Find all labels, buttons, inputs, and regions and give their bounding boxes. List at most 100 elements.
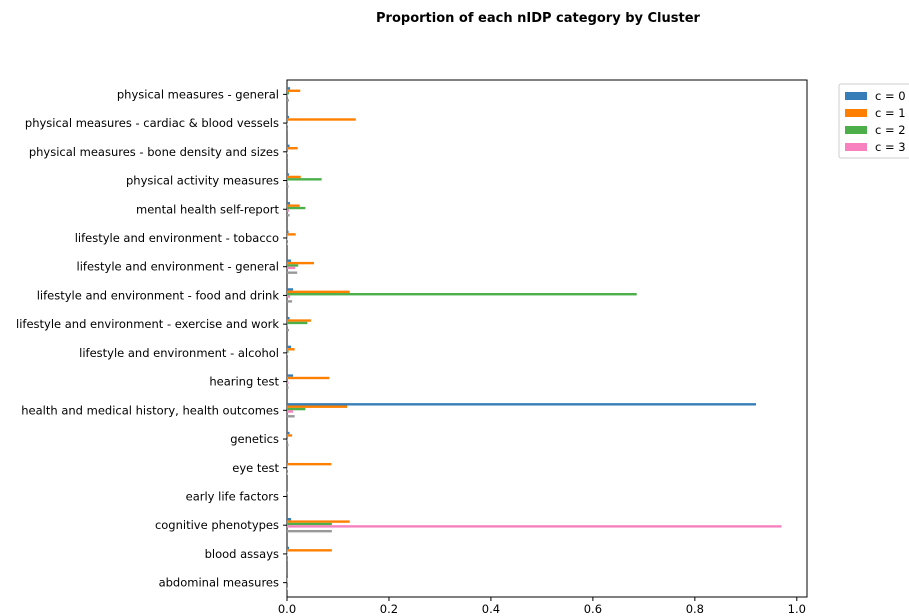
bar-c2-cat-17 bbox=[287, 91, 290, 95]
y-tick-label: blood assays bbox=[205, 547, 279, 561]
bar-c1-cat-10 bbox=[287, 290, 350, 294]
plot-frame bbox=[286, 79, 808, 598]
bar-c2-cat-12 bbox=[287, 235, 288, 238]
chart-title: Proportion of each nIDP category by Clus… bbox=[376, 11, 701, 26]
bar-c1-cat-7 bbox=[287, 376, 330, 380]
bar-c2-cat-6 bbox=[287, 407, 306, 411]
bar-series5-cat-5 bbox=[287, 443, 289, 447]
bar-c1-cat-11 bbox=[287, 261, 315, 265]
bar-c1-cat-15 bbox=[287, 147, 298, 150]
legend-swatch bbox=[845, 126, 867, 134]
bar-c2-cat-4 bbox=[287, 465, 288, 468]
y-tick-label: lifestyle and environment - general bbox=[77, 260, 279, 274]
bar-c3-cat-4 bbox=[287, 467, 288, 471]
bar-series5-cat-17 bbox=[287, 99, 290, 102]
bar-series5-cat-10 bbox=[287, 300, 293, 303]
bar-c1-cat-16 bbox=[287, 118, 356, 121]
bar-c0-cat-4 bbox=[287, 460, 289, 463]
bar-c0-cat-7 bbox=[287, 374, 294, 377]
bar-c3-cat-16 bbox=[287, 123, 288, 126]
bar-c2-cat-16 bbox=[287, 120, 289, 124]
bar-series5-cat-15 bbox=[287, 156, 289, 159]
bar-series5-cat-9 bbox=[287, 328, 290, 332]
x-tick-label: 0.2 bbox=[380, 602, 398, 616]
bar-c3-cat-5 bbox=[287, 439, 289, 442]
bar-c0-cat-17 bbox=[287, 87, 291, 90]
bar-c2-cat-15 bbox=[287, 149, 289, 152]
bar-c0-cat-6 bbox=[287, 403, 757, 406]
legend-label: c = 0 bbox=[875, 89, 906, 103]
bar-c3-cat-8 bbox=[287, 352, 288, 356]
bar-c2-cat-1 bbox=[287, 551, 288, 554]
bar-c3-cat-7 bbox=[287, 381, 289, 384]
bar-c2-cat-10 bbox=[287, 293, 637, 296]
bar-c0-cat-12 bbox=[287, 230, 289, 234]
bar-series5-cat-12 bbox=[287, 242, 288, 246]
bar-c3-cat-12 bbox=[287, 237, 288, 241]
bar-c2-cat-9 bbox=[287, 321, 308, 325]
bar-c1-cat-8 bbox=[287, 348, 295, 351]
y-tick-label: lifestyle and environment - alcohol bbox=[79, 346, 279, 360]
bar-c0-cat-1 bbox=[287, 546, 290, 550]
bar-series5-cat-1 bbox=[287, 558, 289, 562]
bar-c3-cat-15 bbox=[287, 151, 288, 155]
x-tick-label: 0.8 bbox=[686, 602, 704, 616]
bar-c2-cat-0 bbox=[287, 580, 288, 583]
bar-c3-cat-14 bbox=[287, 180, 289, 183]
bar-c1-cat-14 bbox=[287, 175, 301, 179]
y-tick-label: mental health self-report bbox=[136, 202, 279, 216]
bar-c1-cat-0 bbox=[287, 577, 288, 581]
bar-c1-cat-2 bbox=[287, 520, 350, 523]
legend-swatch bbox=[845, 92, 867, 100]
x-tick-label: 0.4 bbox=[482, 602, 500, 616]
bar-c0-cat-15 bbox=[287, 144, 290, 148]
legend-label: c = 1 bbox=[875, 106, 906, 120]
legend-label: c = 3 bbox=[875, 140, 906, 154]
y-tick-label: physical measures - bone density and siz… bbox=[29, 145, 279, 159]
y-tick-label: lifestyle and environment - tobacco bbox=[75, 231, 279, 245]
legend-swatch bbox=[845, 109, 867, 117]
bar-c3-cat-1 bbox=[287, 553, 288, 557]
bar-c3-cat-17 bbox=[287, 94, 289, 97]
bar-c0-cat-13 bbox=[287, 202, 291, 205]
legend-swatch bbox=[845, 143, 867, 151]
bar-c3-cat-9 bbox=[287, 324, 289, 327]
bar-c3-cat-6 bbox=[287, 410, 294, 413]
bar-series5-cat-16 bbox=[287, 127, 289, 131]
bar-c1-cat-5 bbox=[287, 434, 293, 437]
bar-c0-cat-16 bbox=[287, 115, 290, 119]
x-tick-label: 0.0 bbox=[278, 602, 296, 616]
bar-series5-cat-13 bbox=[287, 214, 290, 217]
plot-area: abdominal measures blood assays cognitive … bbox=[16, 79, 808, 616]
y-tick-label: lifestyle and environment - exercise and… bbox=[16, 317, 279, 331]
bar-series5-cat-4 bbox=[287, 472, 288, 475]
y-tick-label: physical activity measures bbox=[126, 174, 279, 188]
bar-c1-cat-6 bbox=[287, 405, 348, 408]
bar-series5-cat-8 bbox=[287, 357, 289, 361]
bar-c2-cat-7 bbox=[287, 379, 289, 382]
bar-c1-cat-9 bbox=[287, 319, 311, 322]
bar-c1-cat-13 bbox=[287, 204, 300, 207]
bar-c1-cat-4 bbox=[287, 462, 332, 466]
y-tick-label: early life factors bbox=[186, 489, 279, 503]
bar-series5-cat-2 bbox=[287, 529, 332, 533]
bar-c0-cat-5 bbox=[287, 431, 290, 435]
bar-series5-cat-14 bbox=[287, 185, 289, 188]
bar-c0-cat-10 bbox=[287, 288, 294, 291]
legend: c = 0 c = 1 c = 2 c = 3 bbox=[838, 83, 909, 159]
bar-series5-cat-7 bbox=[287, 386, 289, 389]
bar-c0-cat-0 bbox=[287, 575, 289, 578]
bar-c3-cat-11 bbox=[287, 266, 296, 270]
bar-c2-cat-5 bbox=[287, 436, 289, 440]
bar-c0-cat-9 bbox=[287, 316, 290, 320]
bar-c0-cat-14 bbox=[287, 173, 290, 176]
y-tick-label: lifestyle and environment - food and dri… bbox=[37, 288, 280, 302]
y-tick-label: hearing test bbox=[209, 375, 279, 389]
bar-c1-cat-3 bbox=[287, 491, 288, 495]
bar-c2-cat-8 bbox=[287, 350, 289, 353]
bar-series5-cat-0 bbox=[287, 587, 288, 590]
y-tick-label: cognitive phenotypes bbox=[155, 518, 279, 532]
bar-c3-cat-10 bbox=[287, 295, 291, 298]
y-tick-label: eye test bbox=[232, 461, 279, 475]
